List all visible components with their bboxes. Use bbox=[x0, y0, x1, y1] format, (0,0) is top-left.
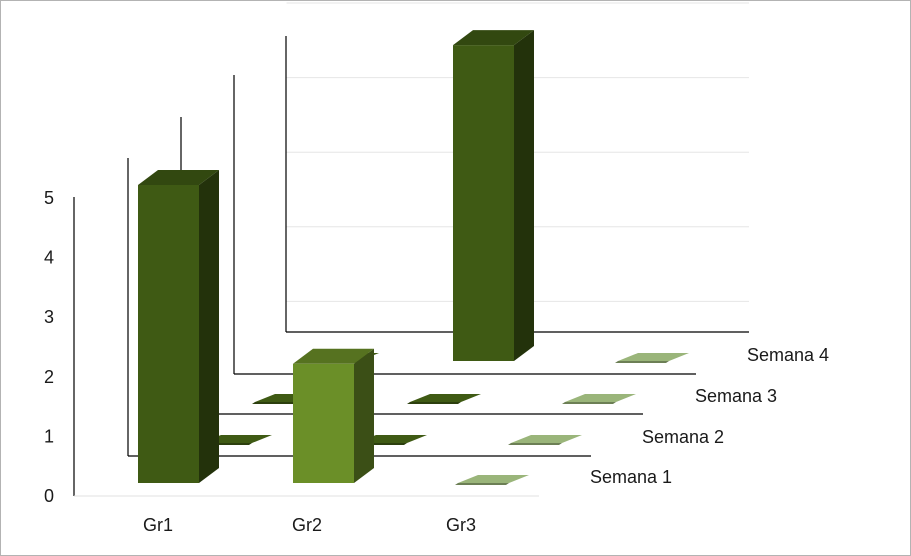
x-tick-label: Gr2 bbox=[292, 515, 322, 535]
bar-front-face bbox=[453, 45, 514, 362]
series-label: Semana 1 bbox=[590, 467, 672, 487]
series-label: Semana 2 bbox=[642, 427, 724, 447]
y-tick-label: 2 bbox=[44, 367, 54, 387]
bar-Gr2-Semana-1 bbox=[293, 348, 374, 483]
bar-side-face bbox=[199, 170, 219, 483]
bar-flat-top bbox=[618, 353, 689, 361]
bar-flat-edge bbox=[407, 402, 461, 404]
x-tick-label: Gr3 bbox=[446, 515, 476, 535]
bar-flat-top bbox=[410, 394, 481, 402]
bar-flat-edge bbox=[252, 402, 306, 404]
series-label: Semana 3 bbox=[695, 386, 777, 406]
y-tick-label: 1 bbox=[44, 426, 54, 446]
bar-flat-edge bbox=[615, 361, 669, 363]
bar-flat-top bbox=[565, 394, 636, 402]
y-tick-label: 4 bbox=[44, 248, 54, 268]
bar-Gr3-Semana-2 bbox=[508, 435, 582, 445]
bar-flat-edge bbox=[508, 443, 562, 445]
y-tick-label: 3 bbox=[44, 307, 54, 327]
bar-flat-top bbox=[511, 435, 582, 443]
bar-front-face bbox=[138, 185, 199, 483]
bar-flat-edge bbox=[562, 402, 616, 404]
bar-Gr3-Semana-3 bbox=[562, 394, 636, 404]
y-tick-label: 5 bbox=[44, 188, 54, 208]
bar-top-face bbox=[138, 170, 219, 185]
bar-Gr3-Semana-4 bbox=[615, 353, 689, 363]
bar-side-face bbox=[354, 348, 374, 483]
series-label: Semana 4 bbox=[747, 345, 829, 365]
bar-flat-edge bbox=[455, 483, 509, 485]
x-tick-label: Gr1 bbox=[143, 515, 173, 535]
bar-side-face bbox=[514, 30, 534, 362]
bar-Gr1-Semana-1 bbox=[138, 170, 219, 483]
bar-front-face bbox=[293, 363, 354, 483]
bar-Gr3-Semana-1 bbox=[455, 475, 529, 485]
bar-Gr2-Semana-3 bbox=[407, 394, 481, 404]
y-tick-label: 0 bbox=[44, 486, 54, 506]
bar-top-face bbox=[453, 30, 534, 46]
bar-top-face bbox=[293, 348, 374, 364]
bar-Gr2-Semana-4 bbox=[453, 30, 534, 362]
bar-flat-top bbox=[458, 475, 529, 483]
